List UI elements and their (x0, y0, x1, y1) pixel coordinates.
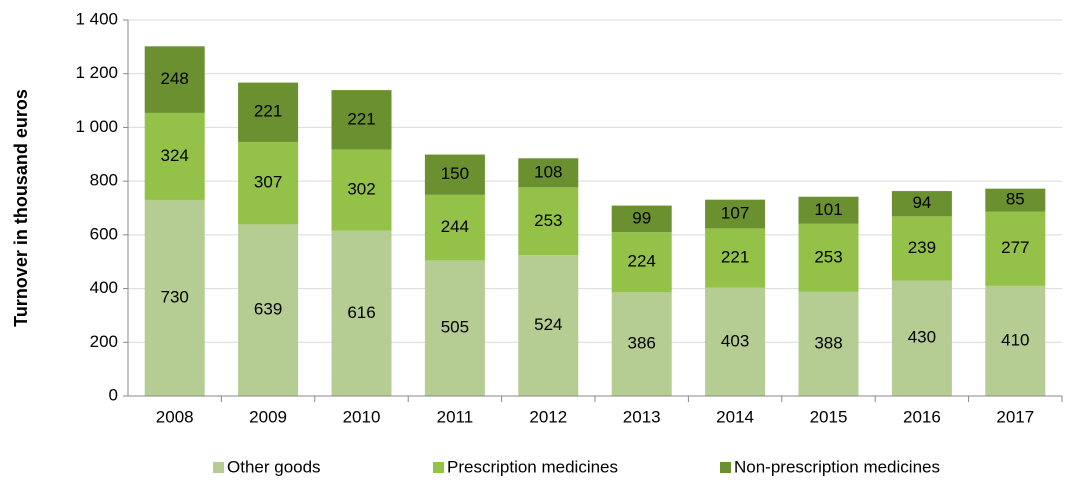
x-tick-label: 2013 (623, 407, 661, 426)
bar-segment (424, 260, 485, 396)
bar-segment (144, 112, 205, 200)
data-label: 108 (534, 162, 562, 181)
x-tick-label: 2012 (529, 407, 567, 426)
bar-segment (985, 211, 1046, 286)
data-label: 85 (1006, 190, 1025, 209)
legend-label: Other goods (227, 457, 321, 476)
bar-segment (518, 187, 579, 256)
bar-segment (891, 216, 952, 281)
bar-segment (144, 199, 205, 396)
data-label: 410 (1001, 330, 1029, 349)
y-tick-label: 400 (90, 278, 118, 297)
y-tick-label: 600 (90, 224, 118, 243)
data-label: 616 (347, 303, 375, 322)
bar-segment (985, 188, 1046, 212)
y-axis-label: Turnover in thousand euros (11, 89, 31, 327)
data-label: 221 (347, 109, 375, 128)
data-label: 388 (814, 333, 842, 352)
data-label: 244 (441, 217, 469, 236)
y-tick-label: 200 (90, 332, 118, 351)
data-label: 639 (254, 300, 282, 319)
bar-segment (424, 154, 485, 195)
data-label: 253 (814, 247, 842, 266)
bar-segment (611, 292, 672, 396)
data-label: 302 (347, 179, 375, 198)
legend-swatch (213, 462, 224, 473)
bar-segment (331, 230, 392, 396)
x-tick-label: 2008 (156, 407, 194, 426)
bar-segment (891, 280, 952, 396)
bar-segment (518, 255, 579, 396)
y-tick-label: 800 (90, 171, 118, 190)
bar-segment (238, 224, 299, 396)
data-label: 99 (632, 208, 651, 227)
x-tick-label: 2015 (810, 407, 848, 426)
x-tick-label: 2014 (716, 407, 754, 426)
bar-segment (705, 287, 766, 396)
data-label: 224 (628, 252, 656, 271)
legend-swatch (720, 462, 731, 473)
data-label: 101 (814, 200, 842, 219)
data-label: 524 (534, 315, 562, 334)
legend-swatch (433, 462, 444, 473)
bar-segment (144, 46, 205, 113)
data-label: 307 (254, 173, 282, 192)
data-label: 324 (161, 146, 189, 165)
data-label: 730 (161, 287, 189, 306)
x-tick-label: 2009 (249, 407, 287, 426)
bar-segment (705, 228, 766, 288)
x-tick-label: 2016 (903, 407, 941, 426)
data-label: 221 (254, 102, 282, 121)
data-label: 150 (441, 164, 469, 183)
data-label: 505 (441, 318, 469, 337)
data-label: 386 (628, 334, 656, 353)
y-tick-label: 1 400 (75, 9, 118, 28)
bar-segment (611, 205, 672, 233)
bar-segment (705, 199, 766, 229)
legend-label: Non-prescription medicines (734, 457, 940, 476)
data-label: 107 (721, 204, 749, 223)
y-tick-label: 1 000 (75, 117, 118, 136)
data-label: 277 (1001, 238, 1029, 257)
bar-segment (238, 141, 299, 225)
x-tick-label: 2010 (343, 407, 381, 426)
y-tick-label: 0 (109, 385, 118, 404)
data-label: 94 (912, 193, 931, 212)
y-tick-label: 1 200 (75, 63, 118, 82)
bar-segment (798, 223, 859, 292)
bar-segment (798, 196, 859, 224)
data-label: 221 (721, 248, 749, 267)
data-label: 430 (908, 328, 936, 347)
bar-segment (798, 291, 859, 396)
bar-segment (611, 232, 672, 293)
x-tick-label: 2011 (437, 407, 474, 426)
data-label: 239 (908, 238, 936, 257)
data-label: 403 (721, 331, 749, 350)
data-label: 248 (161, 69, 189, 88)
legend-label: Prescription medicines (447, 457, 618, 476)
bar-segment (985, 285, 1046, 396)
x-tick-label: 2017 (996, 407, 1034, 426)
bar-segment (424, 194, 485, 261)
bar-segment (238, 82, 299, 142)
bar-segment (891, 191, 952, 217)
bar-segment (331, 90, 392, 150)
bar-segment (331, 149, 392, 231)
data-label: 253 (534, 211, 562, 230)
bar-segment (518, 158, 579, 188)
